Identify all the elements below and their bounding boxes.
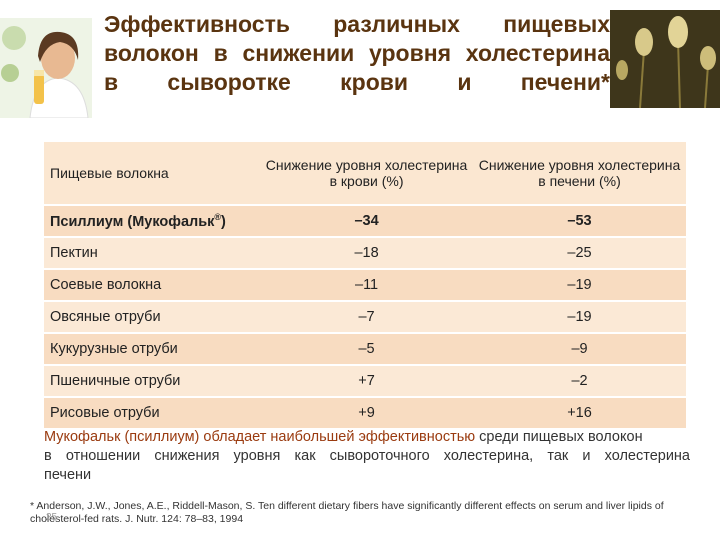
table-header-row: Пищевые волокна Снижение уровня холестер… — [44, 142, 686, 204]
table-row: Пектин –18 –25 — [44, 238, 686, 268]
blood-value: –18 — [260, 238, 474, 268]
fiber-name: Кукурузные отруби — [44, 334, 261, 364]
title-line-3: в сыворотке крови и печени* — [104, 69, 610, 95]
note-line-3: печени — [44, 467, 92, 483]
liver-value: –53 — [473, 206, 686, 236]
header-fiber: Пищевые волокна — [44, 142, 261, 204]
blood-value: –7 — [260, 302, 474, 332]
title-line-2: волокон в снижении уровня холестерина — [104, 40, 610, 66]
page-number: 25 — [46, 512, 58, 523]
table-row: Соевые волокна –11 –19 — [44, 270, 686, 300]
blood-value: –11 — [260, 270, 474, 300]
fiber-name: Овсяные отруби — [44, 302, 261, 332]
fiber-name: Псиллиум (Мукофальк®) — [44, 206, 261, 236]
reference-footnote: * Anderson, J.W., Jones, A.E., Riddell-M… — [30, 500, 664, 525]
blood-value: –34 — [260, 206, 474, 236]
fiber-effectiveness-table: Пищевые волокна Снижение уровня холестер… — [44, 140, 686, 430]
table-row: Пшеничные отруби +7 –2 — [44, 366, 686, 396]
blood-value: +9 — [260, 398, 474, 428]
table-row: Кукурузные отруби –5 –9 — [44, 334, 686, 364]
header-blood: Снижение уровня холестерина в крови (%) — [260, 142, 474, 204]
fiber-name: Рисовые отруби — [44, 398, 261, 428]
note-line-1: Мукофальк (псиллиум) обладает наибольшей… — [44, 429, 643, 445]
header-liver: Снижение уровня холестерина в печени (%) — [473, 142, 686, 204]
fiber-name: Пшеничные отруби — [44, 366, 261, 396]
liver-value: –25 — [473, 238, 686, 268]
liver-value: –19 — [473, 270, 686, 300]
liver-value: –19 — [473, 302, 686, 332]
table-row: Псиллиум (Мукофальк®) –34 –53 — [44, 206, 686, 236]
title-line-1: Эффективность различных пищевых — [104, 11, 610, 37]
table-row: Рисовые отруби +9 +16 — [44, 398, 686, 428]
fiber-name: Соевые волокна — [44, 270, 261, 300]
blood-value: +7 — [260, 366, 474, 396]
liver-value: +16 — [473, 398, 686, 428]
woman-photo — [0, 18, 92, 118]
blood-value: –5 — [260, 334, 474, 364]
note-line-2: в отношении снижения уровня как сыворото… — [44, 448, 690, 464]
page-title: Эффективность различных пищевых волокон … — [104, 10, 610, 97]
table-row: Овсяные отруби –7 –19 — [44, 302, 686, 332]
fiber-name: Пектин — [44, 238, 261, 268]
liver-value: –9 — [473, 334, 686, 364]
plant-photo — [610, 10, 720, 108]
conclusion-note: Мукофальк (псиллиум) обладает наибольшей… — [44, 428, 690, 485]
liver-value: –2 — [473, 366, 686, 396]
